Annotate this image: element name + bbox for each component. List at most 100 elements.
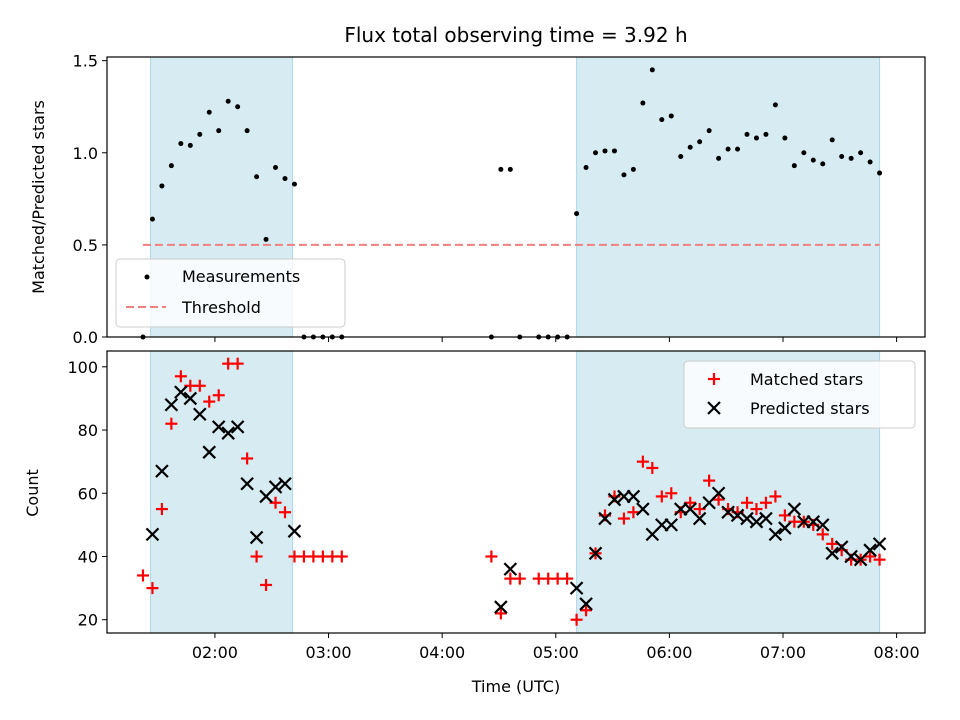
- predicted-stars-point: [607, 492, 622, 507]
- predicted-stars-point: [768, 527, 783, 542]
- measurement-point: [697, 139, 703, 145]
- measurement-point: [206, 109, 212, 115]
- matched-stars-point: [759, 496, 772, 509]
- measurement-point: [149, 216, 155, 222]
- measurement-point: [611, 148, 617, 154]
- measurement-point: [254, 174, 260, 180]
- measurement-point: [507, 166, 513, 172]
- legend-measurements-marker: [144, 274, 150, 280]
- measurement-point: [867, 159, 873, 165]
- predicted-stars-point: [230, 420, 245, 434]
- predicted-stars-point: [626, 489, 641, 504]
- matched-stars-point: [636, 455, 649, 468]
- y-tick-label: 60: [78, 484, 98, 503]
- matched-stars-point: [561, 572, 574, 585]
- measurement-point: [197, 131, 203, 137]
- predicted-stars-point: [588, 546, 603, 561]
- predicted-stars-point: [872, 537, 887, 551]
- matched-stars-point: [580, 604, 593, 617]
- predicted-stars-point: [268, 480, 283, 494]
- matched-stars-point: [703, 474, 716, 487]
- measurement-point: [706, 128, 712, 134]
- measurement-point: [187, 142, 193, 148]
- matched-stars-point: [864, 550, 877, 563]
- legend-measurements-label: Measurements: [182, 267, 300, 286]
- measurement-point: [216, 128, 222, 134]
- matched-stars-point: [665, 487, 678, 500]
- measurement-point: [791, 163, 797, 169]
- matched-stars-point: [335, 550, 348, 563]
- top-shaded-intervals: [150, 57, 881, 337]
- measurement-point: [782, 135, 788, 141]
- matched-stars-point: [174, 370, 187, 383]
- measurement-point: [725, 146, 731, 152]
- bottom-y-ticks: 20 40 60 80 100: [67, 358, 107, 630]
- predicted-stars-point: [711, 486, 726, 501]
- matched-stars-point: [750, 503, 763, 516]
- measurement-point: [263, 236, 269, 242]
- matched-stars-point: [485, 550, 498, 563]
- matched-stars-point: [250, 550, 263, 563]
- predicted-stars-point: [569, 581, 584, 595]
- measurement-point: [753, 135, 759, 141]
- measurement-point: [649, 67, 655, 73]
- measurement-point: [820, 161, 826, 167]
- matched-stars-point: [873, 553, 886, 566]
- predicted-stars-point: [174, 385, 188, 399]
- top-plot-area: [140, 67, 883, 340]
- y-tick-label: 40: [78, 547, 98, 566]
- top-legend[interactable]: Measurements Threshold: [115, 258, 346, 328]
- x-tick-label: 03:00: [305, 643, 351, 662]
- measurement-point: [178, 141, 184, 147]
- bottom-legend[interactable]: Matched stars Predicted stars: [683, 360, 916, 429]
- measurement-point: [168, 163, 174, 169]
- predicted-stars-point: [692, 511, 707, 526]
- bottom-axes-frame: [106, 350, 926, 634]
- predicted-stars-point: [778, 521, 792, 535]
- predicted-stars-point: [193, 407, 207, 422]
- measurement-point: [772, 102, 778, 108]
- predicted-stars-point: [759, 511, 773, 526]
- measurement-point: [716, 155, 722, 161]
- predicted-stars-point: [740, 511, 754, 526]
- y-tick-label: 100: [67, 358, 98, 377]
- matched-stars-point: [712, 493, 725, 506]
- matched-stars-point: [769, 490, 782, 503]
- y-tick-label: 1.5: [73, 52, 98, 71]
- measurement-point: [583, 165, 589, 171]
- measurement-point: [291, 181, 297, 187]
- y-tick-label: 80: [78, 421, 98, 440]
- predicted-stars-point: [202, 445, 217, 459]
- legend-predicted-label: Predicted stars: [750, 399, 870, 418]
- legend-matched-label: Matched stars: [750, 370, 863, 389]
- predicted-stars-point: [844, 549, 858, 564]
- measurement-point: [763, 131, 769, 137]
- x-axis-label: Time (UTC): [471, 677, 560, 696]
- top-panel: 0.0 0.5 1.0 1.5 Matched/Predicted stars Mea…: [29, 52, 926, 347]
- y-tick-label: 0.5: [73, 236, 98, 255]
- predicted-stars-point: [221, 426, 235, 440]
- top-y-ticks: 0.0 0.5 1.0 1.5: [73, 52, 107, 347]
- x-tick-label: 04:00: [419, 643, 465, 662]
- matched-stars-point: [155, 503, 168, 516]
- predicted-stars-point: [806, 514, 821, 529]
- measurement-point: [282, 176, 288, 182]
- top-x-ticks: [214, 337, 898, 342]
- predicted-stars-point: [664, 518, 679, 532]
- predicted-stars-point: [749, 514, 764, 529]
- predicted-stars-point: [287, 524, 302, 538]
- measurement-point: [621, 172, 627, 178]
- x-tick-label: 05:00: [533, 643, 579, 662]
- predicted-stars-point: [636, 502, 650, 516]
- matched-stars-point: [816, 528, 829, 541]
- measurement-point: [801, 150, 807, 156]
- bottom-plot-area: [136, 357, 887, 626]
- matched-stars-point: [203, 395, 216, 408]
- measurement-point: [659, 117, 665, 123]
- measurement-point: [235, 104, 241, 110]
- matched-stars-point: [494, 607, 507, 620]
- bottom-legend-box: [683, 360, 916, 429]
- legend-predicted-marker: [707, 401, 721, 415]
- predicted-stars-point: [730, 508, 745, 523]
